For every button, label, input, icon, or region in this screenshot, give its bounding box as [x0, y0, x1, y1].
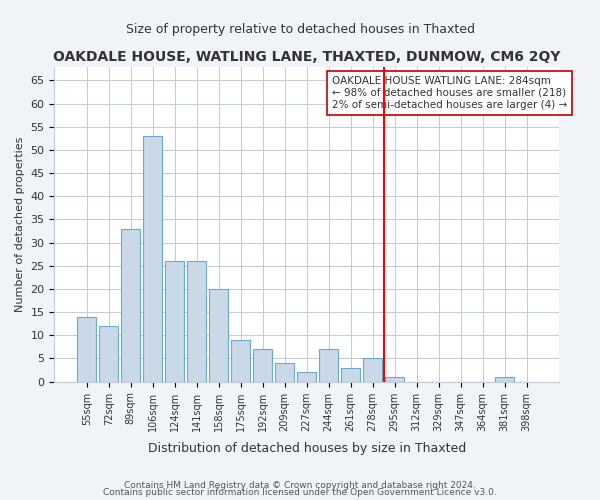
- Bar: [341, 368, 360, 382]
- Text: OAKDALE HOUSE WATLING LANE: 284sqm
← 98% of detached houses are smaller (218)
2%: OAKDALE HOUSE WATLING LANE: 284sqm ← 98%…: [332, 76, 567, 110]
- Y-axis label: Number of detached properties: Number of detached properties: [15, 136, 25, 312]
- Text: Contains public sector information licensed under the Open Government Licence v3: Contains public sector information licen…: [103, 488, 497, 497]
- Text: Size of property relative to detached houses in Thaxted: Size of property relative to detached ho…: [125, 22, 475, 36]
- Bar: [100, 326, 118, 382]
- Bar: [496, 377, 514, 382]
- Text: Contains HM Land Registry data © Crown copyright and database right 2024.: Contains HM Land Registry data © Crown c…: [124, 480, 476, 490]
- X-axis label: Distribution of detached houses by size in Thaxted: Distribution of detached houses by size …: [148, 442, 466, 455]
- Bar: [253, 349, 272, 382]
- Bar: [385, 377, 404, 382]
- Bar: [209, 289, 228, 382]
- Bar: [319, 349, 338, 382]
- Bar: [121, 228, 140, 382]
- Bar: [143, 136, 162, 382]
- Bar: [166, 261, 184, 382]
- Bar: [275, 363, 294, 382]
- Bar: [77, 317, 96, 382]
- Bar: [364, 358, 382, 382]
- Bar: [187, 261, 206, 382]
- Bar: [298, 372, 316, 382]
- Bar: [232, 340, 250, 382]
- Title: OAKDALE HOUSE, WATLING LANE, THAXTED, DUNMOW, CM6 2QY: OAKDALE HOUSE, WATLING LANE, THAXTED, DU…: [53, 50, 560, 64]
